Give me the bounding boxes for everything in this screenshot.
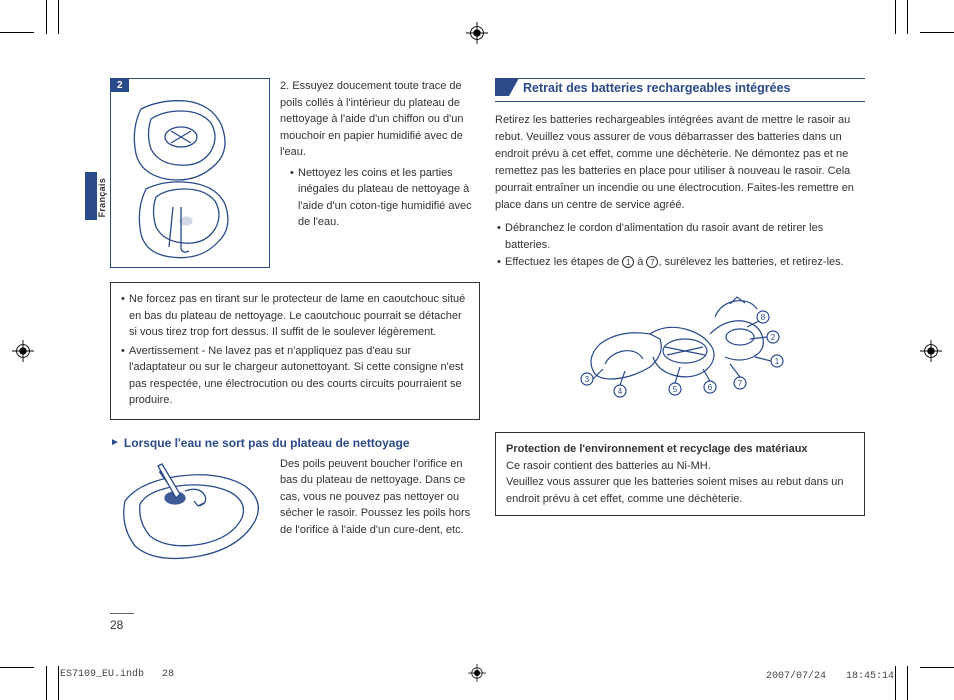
warning-item-1: Ne forcez pas en tirant sur le protecteu… bbox=[121, 291, 469, 341]
crop-mark bbox=[907, 0, 908, 34]
crop-mark bbox=[920, 32, 954, 33]
toothpick-illustration bbox=[110, 456, 270, 566]
section-title: Retrait des batteries rechargeables inté… bbox=[495, 78, 865, 102]
figure-number: 2 bbox=[111, 79, 129, 92]
svg-text:5: 5 bbox=[673, 385, 678, 394]
cleaning-tray-illustration bbox=[111, 79, 271, 269]
crop-mark bbox=[920, 667, 954, 668]
step-2-body: 2. Essuyez doucement toute trace de poil… bbox=[280, 80, 463, 158]
step-2-row: 2 2. Essuyez doucement toute trace bbox=[110, 78, 480, 268]
subsection-title: Lorsque l'eau ne sort pas du plateau de … bbox=[124, 436, 410, 450]
registration-mark bbox=[468, 664, 486, 686]
battery-body: Retirez les batteries rechargeables inté… bbox=[495, 112, 865, 214]
footer-file: ES7109_EU.indb 28 bbox=[60, 669, 174, 680]
crop-mark bbox=[58, 0, 59, 34]
heading-tab bbox=[495, 78, 509, 96]
svg-text:3: 3 bbox=[585, 375, 590, 384]
figure-2: 2 bbox=[110, 78, 270, 268]
svg-text:6: 6 bbox=[708, 383, 713, 392]
svg-text:1: 1 bbox=[775, 357, 780, 366]
crop-mark bbox=[895, 0, 896, 34]
registration-mark bbox=[12, 340, 34, 362]
crop-mark bbox=[0, 667, 34, 668]
crop-mark bbox=[895, 666, 896, 700]
language-label: Français bbox=[97, 178, 107, 217]
page-number: 28 bbox=[110, 613, 134, 632]
footer-timestamp: 2007/07/24 18:45:14 bbox=[766, 666, 894, 682]
crop-mark bbox=[46, 666, 47, 700]
crop-mark bbox=[46, 0, 47, 34]
svg-text:4: 4 bbox=[618, 387, 623, 396]
exploded-shaver-illustration: 2 1 7 6 5 4 3 8 bbox=[565, 279, 795, 409]
crop-mark bbox=[58, 666, 59, 700]
battery-bullet-2: Effectuez les étapes de 1 à 7, surélevez… bbox=[495, 254, 865, 271]
step-circle-7: 7 bbox=[646, 256, 658, 268]
language-tab bbox=[85, 172, 97, 220]
step-circle-1: 1 bbox=[622, 256, 634, 268]
svg-text:2: 2 bbox=[771, 333, 776, 342]
crop-mark bbox=[0, 32, 34, 33]
right-column: Retrait des batteries rechargeables inté… bbox=[495, 78, 865, 516]
orifice-text: Des poils peuvent boucher l'orifice en b… bbox=[280, 456, 480, 539]
subsection-heading: Lorsque l'eau ne sort pas du plateau de … bbox=[110, 436, 480, 450]
left-column: 2 2. Essuyez doucement toute trace bbox=[110, 78, 480, 566]
heading-rule bbox=[495, 78, 865, 79]
registration-mark bbox=[466, 22, 488, 44]
registration-mark bbox=[920, 340, 942, 362]
crop-mark bbox=[907, 666, 908, 700]
section-heading: Retrait des batteries rechargeables inté… bbox=[495, 78, 865, 102]
step-2-bullet: Nettoyez les coins et les parties inégal… bbox=[290, 165, 480, 231]
env-line-1: Ce rasoir contient des batteries au Ni-M… bbox=[506, 458, 854, 475]
battery-removal-figure: 2 1 7 6 5 4 3 8 bbox=[495, 279, 865, 414]
orifice-row: Des poils peuvent boucher l'orifice en b… bbox=[110, 456, 480, 566]
env-line-2: Veuillez vous assurer que les batteries … bbox=[506, 474, 854, 507]
svg-text:7: 7 bbox=[738, 379, 743, 388]
print-footer: ES7109_EU.indb 28 2007/07/24 18:45:14 bbox=[60, 666, 894, 682]
page-content: Français 2 bbox=[90, 78, 868, 638]
svg-text:8: 8 bbox=[761, 313, 766, 322]
orifice-figure bbox=[110, 456, 270, 566]
environment-box: Protection de l'environnement et recycla… bbox=[495, 432, 865, 516]
env-title: Protection de l'environnement et recycla… bbox=[506, 441, 854, 458]
step-2-text: 2. Essuyez doucement toute trace de poil… bbox=[280, 78, 480, 231]
warning-item-2: Avertissement - Ne lavez pas et n'appliq… bbox=[121, 343, 469, 409]
battery-bullets: Débranchez le cordon d'alimentation du r… bbox=[495, 220, 865, 271]
battery-bullet-1: Débranchez le cordon d'alimentation du r… bbox=[495, 220, 865, 254]
heading-tab-angle bbox=[509, 78, 519, 96]
warning-box: Ne forcez pas en tirant sur le protecteu… bbox=[110, 282, 480, 420]
